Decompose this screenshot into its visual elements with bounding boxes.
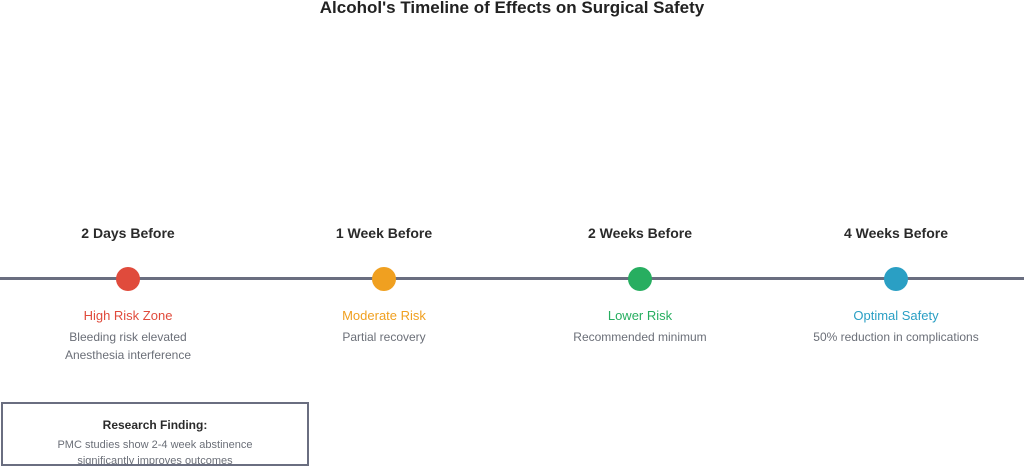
stage-detail: Anesthesia interference (64, 348, 192, 362)
timeline-line (0, 277, 1024, 280)
research-finding-text: significantly improves outcomes (77, 455, 233, 466)
diagram-title: Alcohol's Timeline of Effects on Surgica… (319, 0, 705, 17)
stage-marker-dot (628, 267, 652, 291)
stage-risk-label: High Risk Zone (83, 308, 173, 323)
stage-2-days-before: 2 Days Before High Risk Zone Bleeding ri… (0, 0, 256, 380)
stage-risk-label: Moderate Risk (342, 308, 426, 323)
stage-risk-label: Optimal Safety (853, 308, 939, 323)
stage-4-weeks-before: 4 Weeks Before Optimal Safety 50% reduct… (768, 0, 1024, 380)
stage-heading: 1 Week Before (335, 225, 433, 241)
stage-heading: 2 Weeks Before (587, 225, 692, 241)
stage-heading: 4 Weeks Before (843, 225, 948, 241)
stage-2-weeks-before: 2 Weeks Before Lower Risk Recommended mi… (512, 0, 768, 380)
stage-marker-dot (116, 267, 140, 291)
stage-marker-dot (372, 267, 396, 291)
stage-detail: Recommended minimum (573, 330, 707, 344)
research-finding-heading: Research Finding: (102, 418, 208, 432)
stage-heading: 2 Days Before (81, 225, 175, 241)
research-finding-text: PMC studies show 2-4 week abstinence (57, 439, 253, 451)
stage-risk-label: Lower Risk (607, 308, 673, 323)
stage-detail: 50% reduction in complications (813, 330, 979, 344)
stage-marker-dot (884, 267, 908, 291)
research-finding-box: Research Finding: PMC studies show 2-4 w… (1, 402, 309, 466)
stage-detail: Bleeding risk elevated (69, 330, 187, 344)
stage-1-week-before: 1 Week Before Moderate Risk Partial reco… (256, 0, 512, 380)
stage-detail: Partial recovery (342, 330, 426, 344)
